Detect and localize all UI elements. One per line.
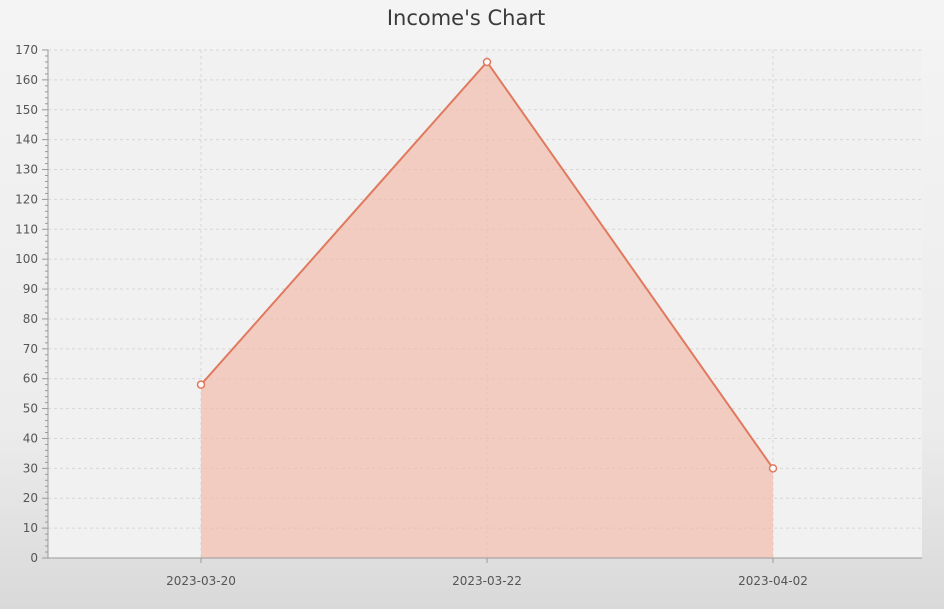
x-tick-label: 2023-03-22 xyxy=(452,574,522,588)
y-tick-label: 170 xyxy=(15,43,38,57)
x-tick-label: 2023-04-02 xyxy=(738,574,808,588)
chart-title: Income's Chart xyxy=(387,6,545,30)
grid-lines xyxy=(48,49,922,558)
y-tick-label: 160 xyxy=(15,73,38,87)
y-tick-label: 50 xyxy=(23,402,38,416)
y-tick-label: 90 xyxy=(23,282,38,296)
data-point xyxy=(482,57,492,67)
y-tick-label: 100 xyxy=(15,252,38,266)
data-point xyxy=(768,464,778,473)
y-tick-label: 20 xyxy=(23,491,38,505)
y-tick-label: 130 xyxy=(15,163,38,177)
area-fill xyxy=(201,61,773,558)
data-markers xyxy=(196,57,778,473)
y-tick-label: 30 xyxy=(23,461,38,475)
y-tick-label: 40 xyxy=(23,431,38,445)
data-point xyxy=(196,380,206,389)
y-tick-label: 120 xyxy=(15,192,38,206)
y-tick-label: 110 xyxy=(15,222,38,236)
x-tick-label: 2023-03-20 xyxy=(166,574,236,588)
y-tick-label: 140 xyxy=(15,133,38,147)
y-tick-label: 70 xyxy=(23,342,38,356)
y-tick-label: 80 xyxy=(23,312,38,326)
y-tick-label: 10 xyxy=(23,521,38,535)
y-tick-label: 0 xyxy=(30,551,38,565)
y-tick-label: 60 xyxy=(23,372,38,386)
axes: 0 10 20 30 40 50 60 70 80 90 100 110 120 130 140 150 160… xyxy=(15,43,922,588)
y-tick-label: 150 xyxy=(15,103,38,117)
